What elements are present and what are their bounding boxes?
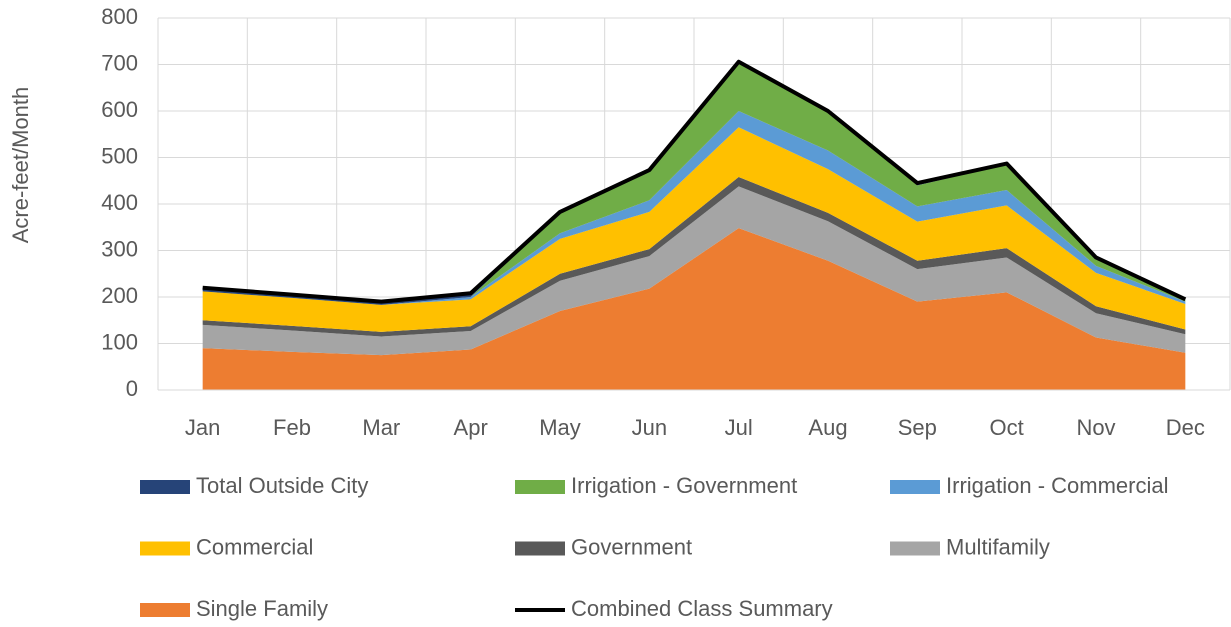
legend-swatch [140,603,190,617]
area [202,228,1186,390]
x-tick-label: Dec [1166,415,1205,440]
x-tick-label: Jul [725,415,753,440]
x-tick-label: Feb [273,415,311,440]
x-tick-label: Oct [990,415,1024,440]
legend-label: Single Family [196,596,328,621]
x-tick-label: Apr [454,415,488,440]
y-tick-label: 800 [101,4,138,29]
legend-swatch [515,480,565,494]
area [202,186,1186,356]
area [202,127,1186,332]
legend-label: Multifamily [946,534,1050,559]
legend-swatch [890,480,940,494]
legend-label: Total Outside City [196,473,368,498]
legend-label: Commercial [196,534,313,559]
x-tick-label: Nov [1076,415,1115,440]
legend-swatch [515,541,565,556]
legend-swatch [140,541,190,556]
legend-label: Combined Class Summary [571,596,833,621]
line [202,59,1187,304]
legend-label: Irrigation - Commercial [946,473,1169,498]
y-tick-label: 600 [101,97,138,122]
legend-label: Government [571,534,692,559]
x-tick-label: Aug [808,415,847,440]
legend-swatch [140,480,190,494]
y-tick-label: 300 [101,236,138,261]
y-tick-label: 200 [101,283,138,308]
area [202,177,1186,337]
legend-label: Irrigation - Government [571,473,797,498]
y-tick-label: 0 [126,376,138,401]
legend-swatch [890,541,940,556]
x-tick-label: May [539,415,581,440]
y-tick-label: 100 [101,329,138,354]
y-tick-label: 500 [101,143,138,168]
y-axis-label: Acre-feet/Month [8,87,33,244]
area [202,62,1186,305]
x-tick-label: Sep [898,415,937,440]
x-tick-label: Mar [362,415,400,440]
area [202,111,1186,305]
y-tick-label: 400 [101,190,138,215]
y-tick-label: 700 [101,50,138,75]
x-tick-label: Jun [632,415,667,440]
x-tick-label: Jan [185,415,220,440]
